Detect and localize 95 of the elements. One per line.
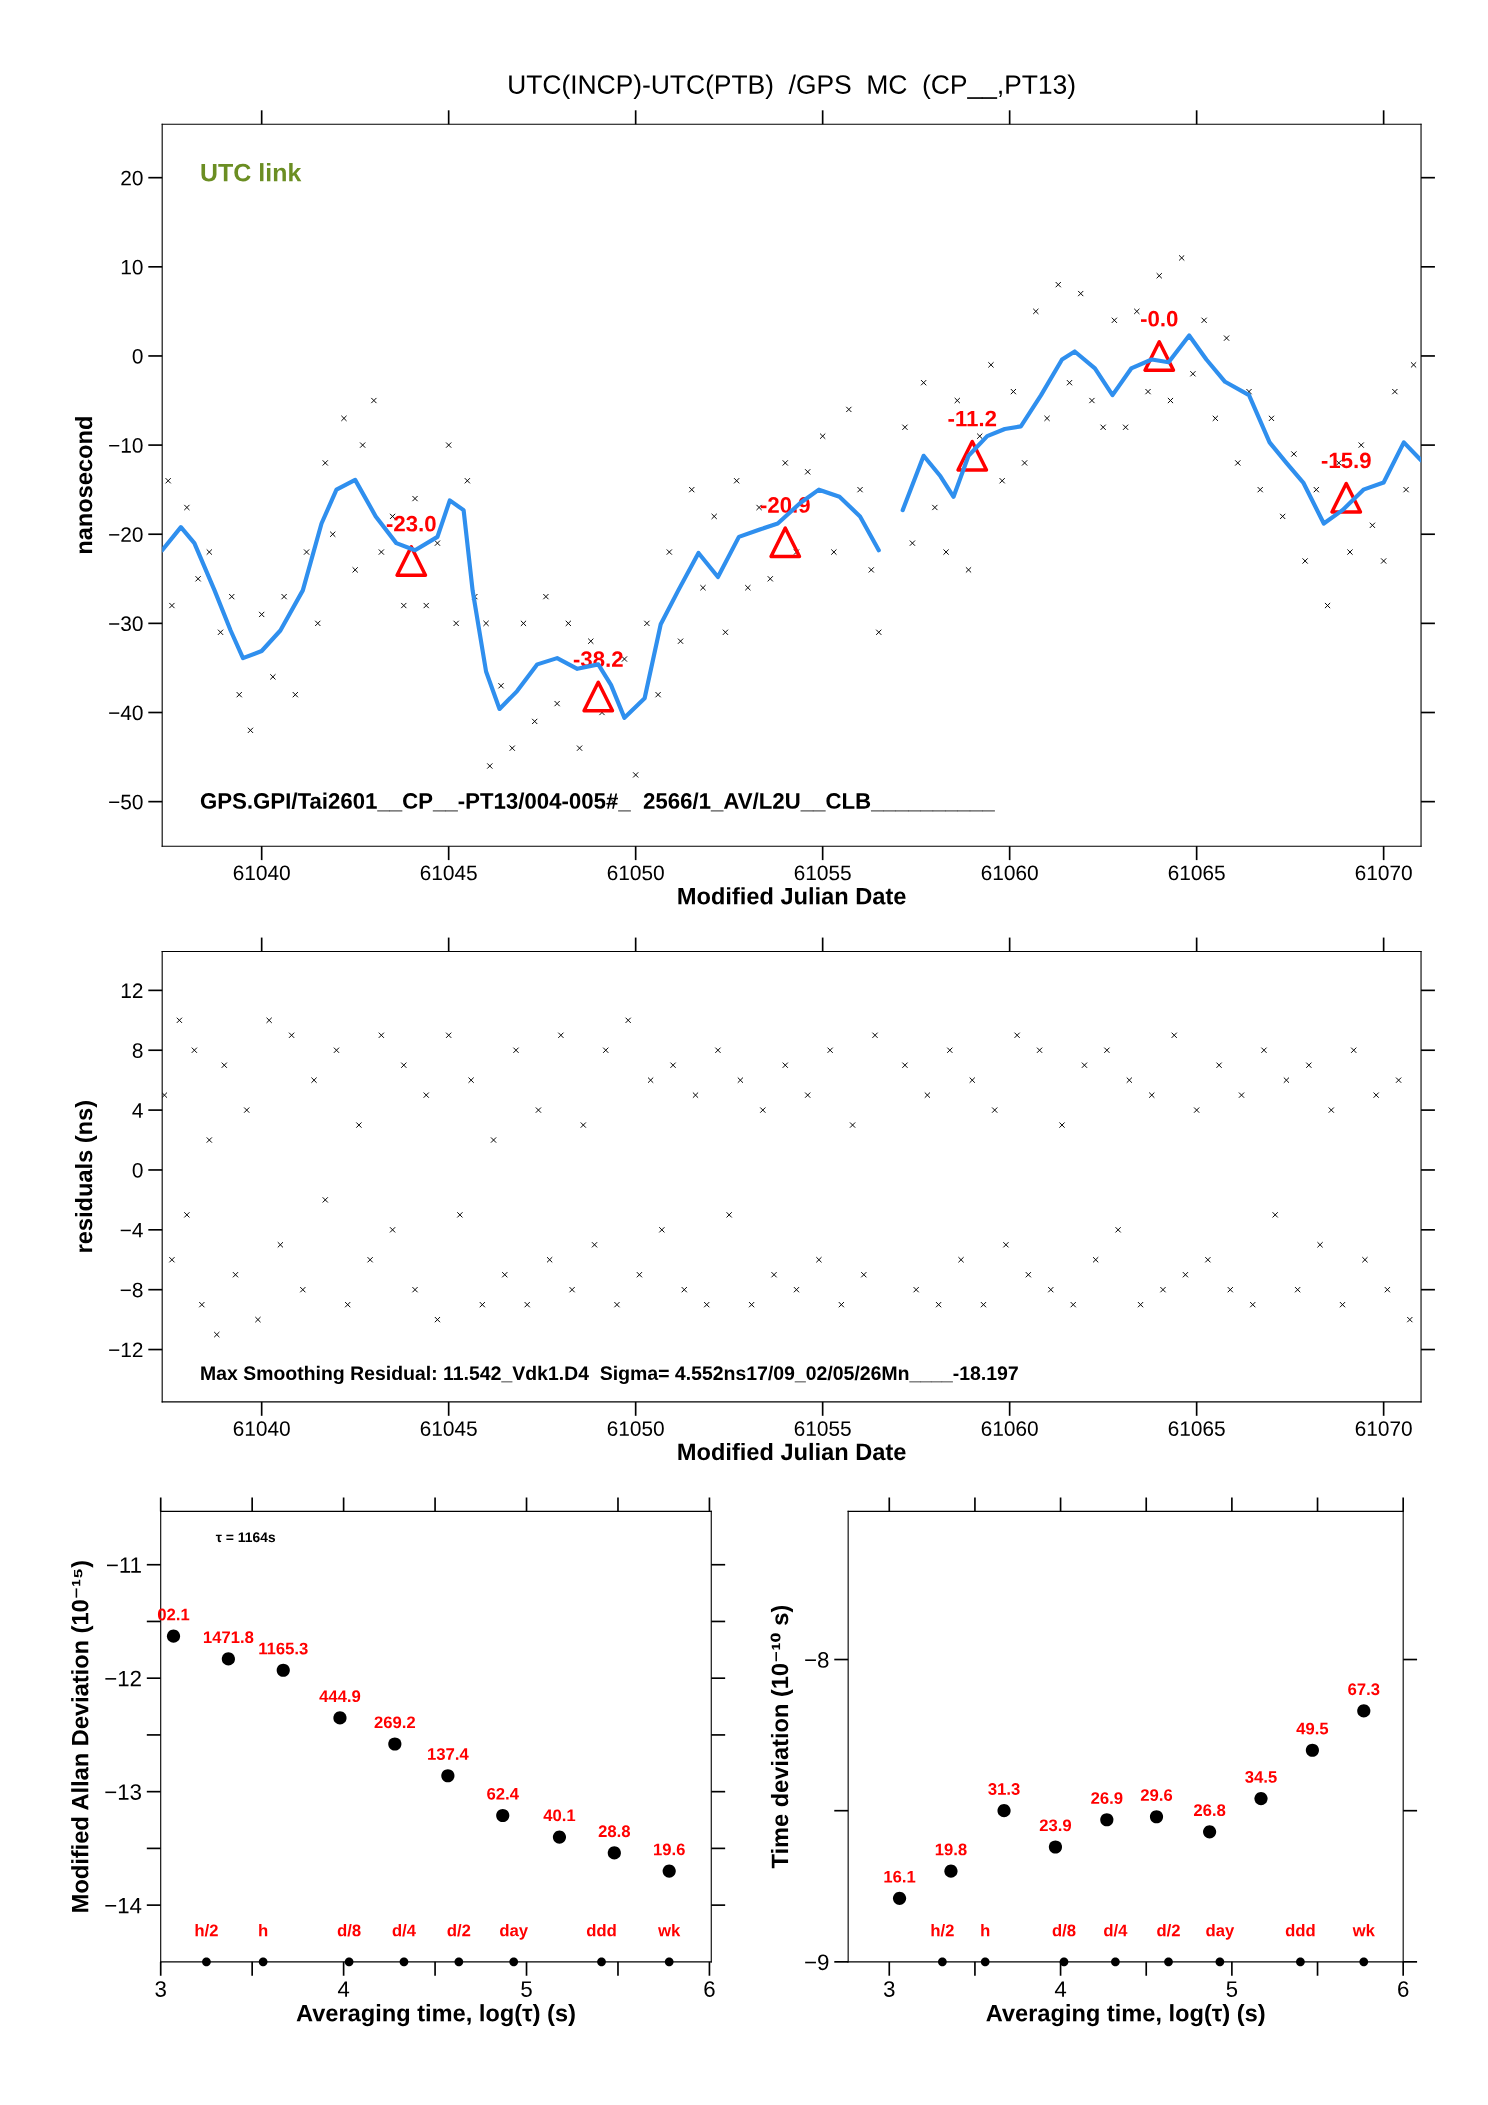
x-tick-label: 61060 — [981, 865, 1038, 881]
annotation: τ = 1164s — [215, 1532, 276, 1543]
y-axis-title: nanosecond — [74, 417, 93, 554]
x-tick-label: 61070 — [1355, 1421, 1412, 1436]
annotation: 31.3 — [988, 1783, 1020, 1795]
annotation: h/2 — [931, 1924, 954, 1937]
y-tick-label: 12 — [121, 983, 143, 998]
annotation: 1471.8 — [203, 1631, 254, 1644]
annotation: 19.6 — [654, 1843, 685, 1856]
annotation: 26.8 — [1193, 1804, 1226, 1817]
annotation: 444.9 — [319, 1690, 361, 1703]
x-tick-label: 61070 — [1355, 865, 1412, 881]
x-axis-title: Averaging time, log(τ) (s) — [986, 2004, 1265, 2027]
data-label: -11.2 — [948, 410, 997, 427]
annotation: 62.4 — [487, 1787, 519, 1800]
y-axis-title: Time deviation (10⁻¹⁰ s) — [770, 1605, 793, 1869]
data-label: -0.0 — [1140, 310, 1178, 327]
annotation: Max Smoothing Residual: 11.542_Vdk1.D4 Sigma= 4.552ns17/09_02/05/26Mn____-18.197 — [201, 1365, 1018, 1385]
y-tick-label: −11 — [107, 1557, 141, 1573]
annotation: h — [259, 1924, 268, 1937]
annotation: wk — [1352, 1924, 1375, 1937]
x-tick-label: 61060 — [981, 1421, 1038, 1436]
annotation: day — [500, 1924, 528, 1940]
x-axis-title: Averaging time, log(τ) (s) — [296, 2004, 575, 2027]
annotation: d/8 — [337, 1924, 361, 1937]
y-tick-label: 4 — [132, 1103, 143, 1118]
annotation: 29.6 — [1140, 1789, 1173, 1801]
annotation: UTC link — [201, 163, 302, 182]
x-tick-label: 61065 — [1168, 865, 1225, 881]
x-tick-label: 4 — [337, 1981, 350, 1997]
y-tick-label: −30 — [109, 616, 143, 632]
x-tick-label: 61045 — [420, 865, 477, 881]
x-axis-title: Modified Julian Date — [678, 1442, 906, 1461]
x-tick-label: 61040 — [233, 1421, 290, 1436]
annotation: h — [981, 1924, 990, 1937]
x-tick-label: 61055 — [794, 865, 851, 881]
annotation: wk — [658, 1924, 681, 1937]
y-tick-label: −9 — [805, 1954, 829, 1971]
annotation: d/4 — [1104, 1924, 1128, 1937]
y-tick-label: 0 — [132, 348, 143, 364]
y-tick-label: −13 — [105, 1784, 141, 1800]
x-tick-label: 61065 — [1168, 1421, 1225, 1436]
x-tick-label: 6 — [1398, 1981, 1409, 1997]
x-tick-label: 61050 — [607, 1421, 664, 1436]
x-tick-label: 61055 — [794, 1421, 851, 1436]
annotation: d/4 — [392, 1924, 416, 1937]
y-tick-label: 20 — [121, 170, 143, 186]
y-tick-label: −12 — [105, 1670, 141, 1687]
annotation: ddd — [1285, 1924, 1315, 1937]
chart-title: UTC(INCP)-UTC(PTB) /GPS MC (CP__,PT13) — [509, 74, 1075, 100]
annotation: 67.3 — [1348, 1683, 1380, 1696]
y-tick-label: −50 — [109, 794, 143, 810]
annotation: 49.5 — [1296, 1722, 1329, 1735]
annotation: h/2 — [195, 1924, 218, 1937]
annotation: day — [1206, 1924, 1235, 1940]
annotation: d/2 — [1157, 1924, 1180, 1937]
y-tick-label: −4 — [120, 1223, 143, 1238]
y-tick-label: 8 — [132, 1043, 143, 1058]
annotation: ddd — [586, 1924, 616, 1937]
y-tick-label: 10 — [121, 259, 143, 275]
y-tick-label: −8 — [120, 1282, 143, 1298]
annotation: 40.1 — [543, 1809, 576, 1822]
annotation: 19.8 — [935, 1843, 967, 1856]
annotation: d/8 — [1052, 1924, 1076, 1937]
annotation: 1165.3 — [259, 1642, 308, 1655]
y-tick-label: −40 — [109, 705, 143, 721]
annotation: d/2 — [447, 1924, 471, 1937]
annotation: 34.5 — [1245, 1771, 1277, 1783]
y-tick-label: −14 — [105, 1897, 142, 1914]
data-label: -23.0 — [386, 515, 436, 532]
annotation: 137.4 — [428, 1748, 469, 1760]
x-tick-label: 61050 — [607, 865, 664, 881]
y-tick-label: −8 — [805, 1652, 829, 1668]
annotation: 23.9 — [1039, 1819, 1072, 1832]
x-tick-label: 5 — [521, 1981, 532, 1997]
x-tick-label: 4 — [1054, 1981, 1067, 1997]
y-tick-label: −12 — [109, 1342, 143, 1358]
annotation: 16.1 — [884, 1870, 916, 1883]
x-tick-label: 5 — [1226, 1981, 1238, 1997]
annotation: GPS.GPI/Tai2601__CP__-PT13/004-005#_ 2566/1_AV/L2U__CLB__________ — [200, 792, 995, 812]
x-tick-label: 3 — [155, 1981, 166, 1997]
annotation: 26.9 — [1091, 1792, 1123, 1804]
annotation: 269.2 — [374, 1716, 416, 1729]
x-tick-label: 61040 — [233, 865, 290, 881]
annotation: 28.8 — [598, 1825, 631, 1838]
y-tick-label: −10 — [109, 438, 143, 453]
x-tick-label: 61045 — [420, 1421, 477, 1436]
x-tick-label: 3 — [883, 1981, 895, 1997]
y-tick-label: −20 — [109, 527, 143, 542]
x-tick-label: 6 — [704, 1981, 715, 1997]
y-axis-title: Modified Allan Deviation (10⁻¹⁵) — [71, 1561, 94, 1912]
y-axis-title: residuals (ns) — [74, 1101, 97, 1252]
data-label: -15.9 — [1321, 452, 1371, 469]
x-axis-title: Modified Julian Date — [678, 887, 906, 905]
y-tick-label: 0 — [132, 1162, 143, 1178]
